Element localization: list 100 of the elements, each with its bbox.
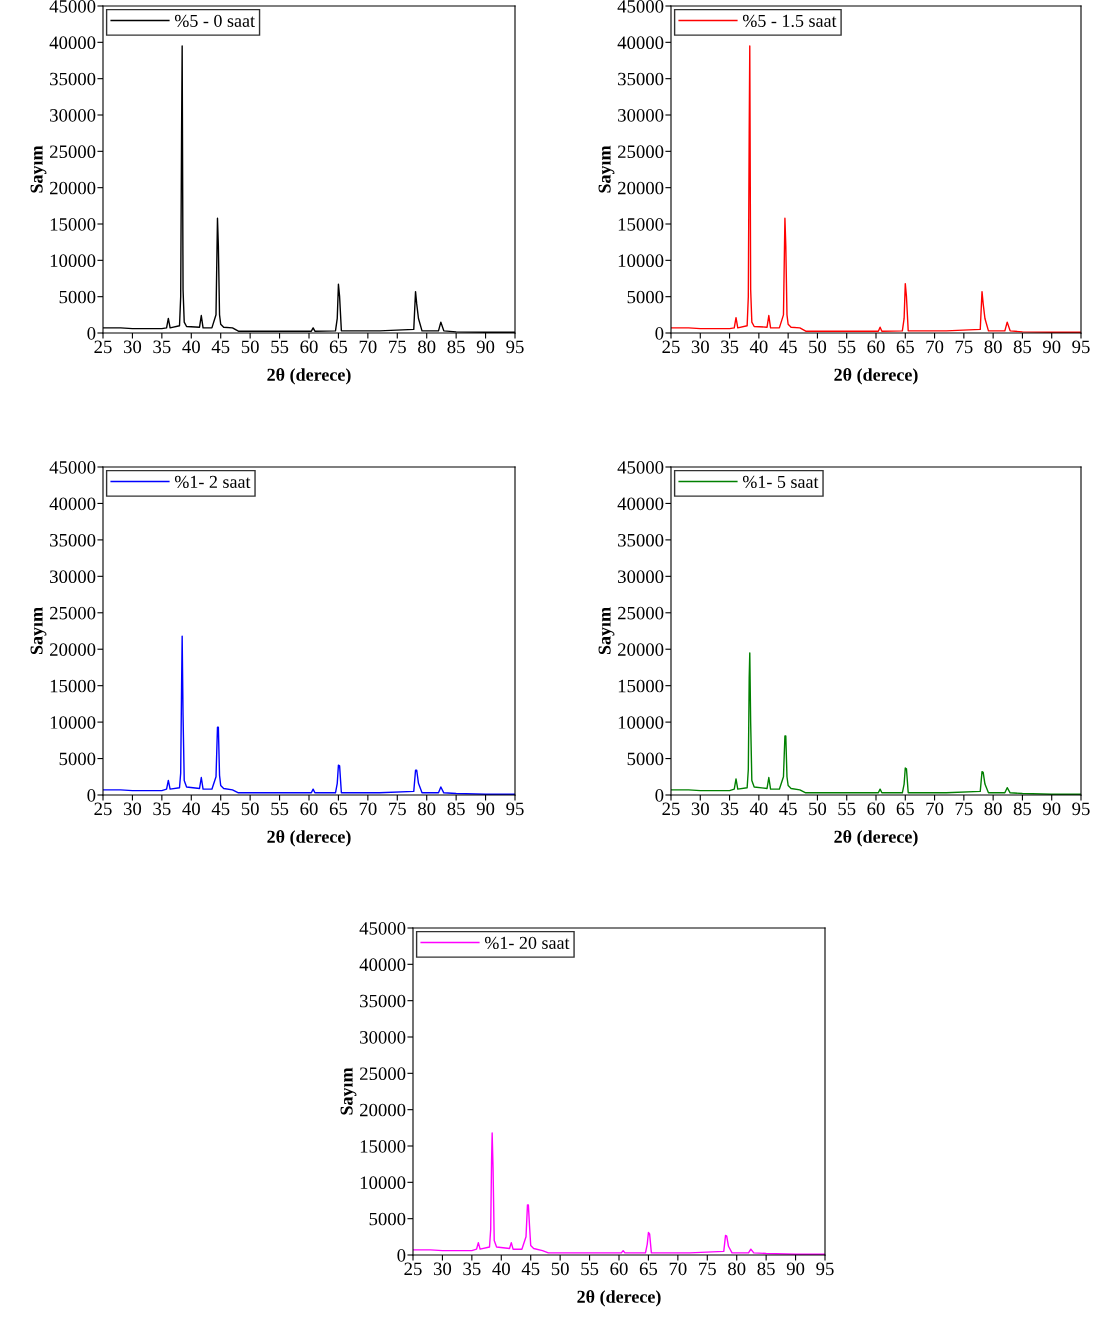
x-tick-label: 25: [662, 802, 680, 816]
x-tick-label: 45: [211, 340, 230, 354]
x-tick-label: 25: [662, 340, 680, 354]
y-tick-label: 25000: [360, 1067, 406, 1081]
x-tick-label: 40: [182, 340, 200, 354]
x-tick-label: 90: [476, 802, 495, 816]
x-tick-label: 85: [1013, 340, 1032, 354]
x-tick-label: 35: [153, 340, 171, 354]
y-tick-label: 0: [87, 789, 96, 802]
x-tick-label: 55: [581, 1262, 599, 1276]
x-tick-label: 65: [329, 802, 348, 816]
x-tick-label: 55: [271, 340, 289, 354]
y-axis-title: Sayım: [598, 607, 615, 655]
x-axis-title: 2θ (derece): [267, 368, 351, 385]
x-tick-label: 35: [153, 802, 171, 816]
x-tick-label: 80: [728, 1262, 746, 1276]
x-tick-label: 70: [926, 340, 944, 354]
y-tick-label: 5000: [59, 752, 96, 766]
x-tick-label: 60: [300, 340, 318, 354]
x-tick-label: 85: [757, 1262, 775, 1276]
y-tick-label: 30000: [618, 570, 664, 584]
x-tick-label: 25: [94, 340, 112, 354]
x-tick-label: 50: [241, 340, 259, 354]
y-tick-label: 15000: [50, 679, 96, 693]
x-tick-label: 30: [691, 802, 709, 816]
x-tick-label: 75: [699, 1262, 716, 1276]
x-tick-label: 80: [418, 340, 436, 354]
y-tick-label: 30000: [360, 1031, 406, 1044]
y-tick-label: 0: [397, 1249, 406, 1262]
y-tick-label: 20000: [618, 643, 664, 656]
y-tick-label: 10000: [618, 716, 664, 729]
y-tick-label: 35000: [618, 533, 664, 547]
x-tick-label: 60: [610, 1262, 628, 1276]
y-tick-label: 0: [87, 327, 96, 340]
legend-label: %1- 20 saat: [484, 936, 570, 949]
x-tick-label: 90: [1042, 802, 1061, 816]
x-tick-label: 60: [867, 802, 885, 816]
x-tick-label: 30: [433, 1262, 452, 1276]
y-tick-label: 40000: [359, 958, 406, 972]
y-tick-label: 45000: [617, 461, 664, 474]
x-tick-label: 70: [359, 802, 377, 816]
y-tick-label: 20000: [50, 181, 96, 195]
y-tick-label: 10000: [360, 1176, 406, 1190]
y-tick-label: 5000: [627, 752, 664, 766]
y-tick-label: 30000: [618, 109, 664, 122]
y-tick-label: 40000: [617, 497, 664, 511]
x-tick-label: 65: [896, 802, 914, 816]
y-tick-label: 5000: [369, 1212, 406, 1226]
x-tick-label: 95: [506, 802, 524, 816]
x-tick-label: 75: [955, 802, 973, 816]
x-tick-label: 60: [300, 802, 318, 816]
y-tick-label: 45000: [617, 0, 664, 13]
y-tick-label: 25000: [618, 145, 664, 159]
x-tick-label: 80: [418, 802, 436, 816]
x-tick-label: 50: [551, 1262, 569, 1276]
legend-label: %1- 5 saat: [742, 475, 819, 488]
x-axis-title: 2θ (derece): [577, 1290, 661, 1307]
x-tick-label: 90: [1042, 340, 1061, 354]
y-tick-label: 35000: [618, 72, 664, 86]
y-axis-title: Sayım: [598, 145, 615, 193]
y-tick-label: 40000: [617, 36, 664, 50]
y-axis-title: Sayım: [340, 1067, 357, 1115]
x-tick-label: 70: [669, 1262, 687, 1276]
y-tick-label: 20000: [360, 1103, 406, 1117]
x-tick-label: 70: [359, 340, 377, 354]
x-tick-label: 90: [476, 340, 495, 354]
y-tick-label: 15000: [618, 679, 664, 693]
x-tick-label: 25: [404, 1262, 422, 1276]
x-tick-label: 75: [955, 340, 973, 354]
y-tick-label: 0: [655, 789, 664, 802]
x-tick-label: 90: [786, 1262, 805, 1276]
y-tick-label: 10000: [50, 254, 96, 268]
x-tick-label: 40: [492, 1262, 510, 1276]
legend-label: %1- 2 saat: [174, 475, 251, 488]
y-tick-label: 15000: [360, 1140, 406, 1153]
y-tick-label: 45000: [359, 922, 406, 935]
y-tick-label: 5000: [627, 290, 664, 304]
y-tick-label: 10000: [50, 716, 96, 729]
x-tick-label: 75: [389, 340, 406, 354]
x-tick-label: 25: [94, 802, 112, 816]
x-tick-label: 55: [838, 802, 856, 816]
x-tick-label: 45: [211, 802, 230, 816]
x-tick-label: 45: [779, 340, 797, 354]
y-tick-label: 40000: [49, 36, 96, 50]
y-tick-label: 35000: [50, 533, 96, 547]
legend-label: %5 - 0 saat: [174, 14, 255, 27]
x-tick-label: 80: [984, 802, 1002, 816]
y-tick-label: 25000: [50, 606, 96, 620]
y-tick-label: 20000: [50, 643, 96, 656]
x-tick-label: 45: [521, 1262, 540, 1276]
y-tick-label: 35000: [360, 994, 406, 1008]
x-tick-label: 30: [123, 802, 142, 816]
y-axis-title: Sayım: [30, 607, 47, 655]
x-tick-label: 40: [182, 802, 200, 816]
x-tick-label: 35: [721, 340, 739, 354]
x-tick-label: 85: [447, 340, 465, 354]
y-axis-title: Sayım: [30, 145, 47, 193]
x-tick-label: 95: [1072, 802, 1090, 816]
x-tick-label: 60: [867, 340, 885, 354]
y-tick-label: 10000: [618, 254, 664, 268]
